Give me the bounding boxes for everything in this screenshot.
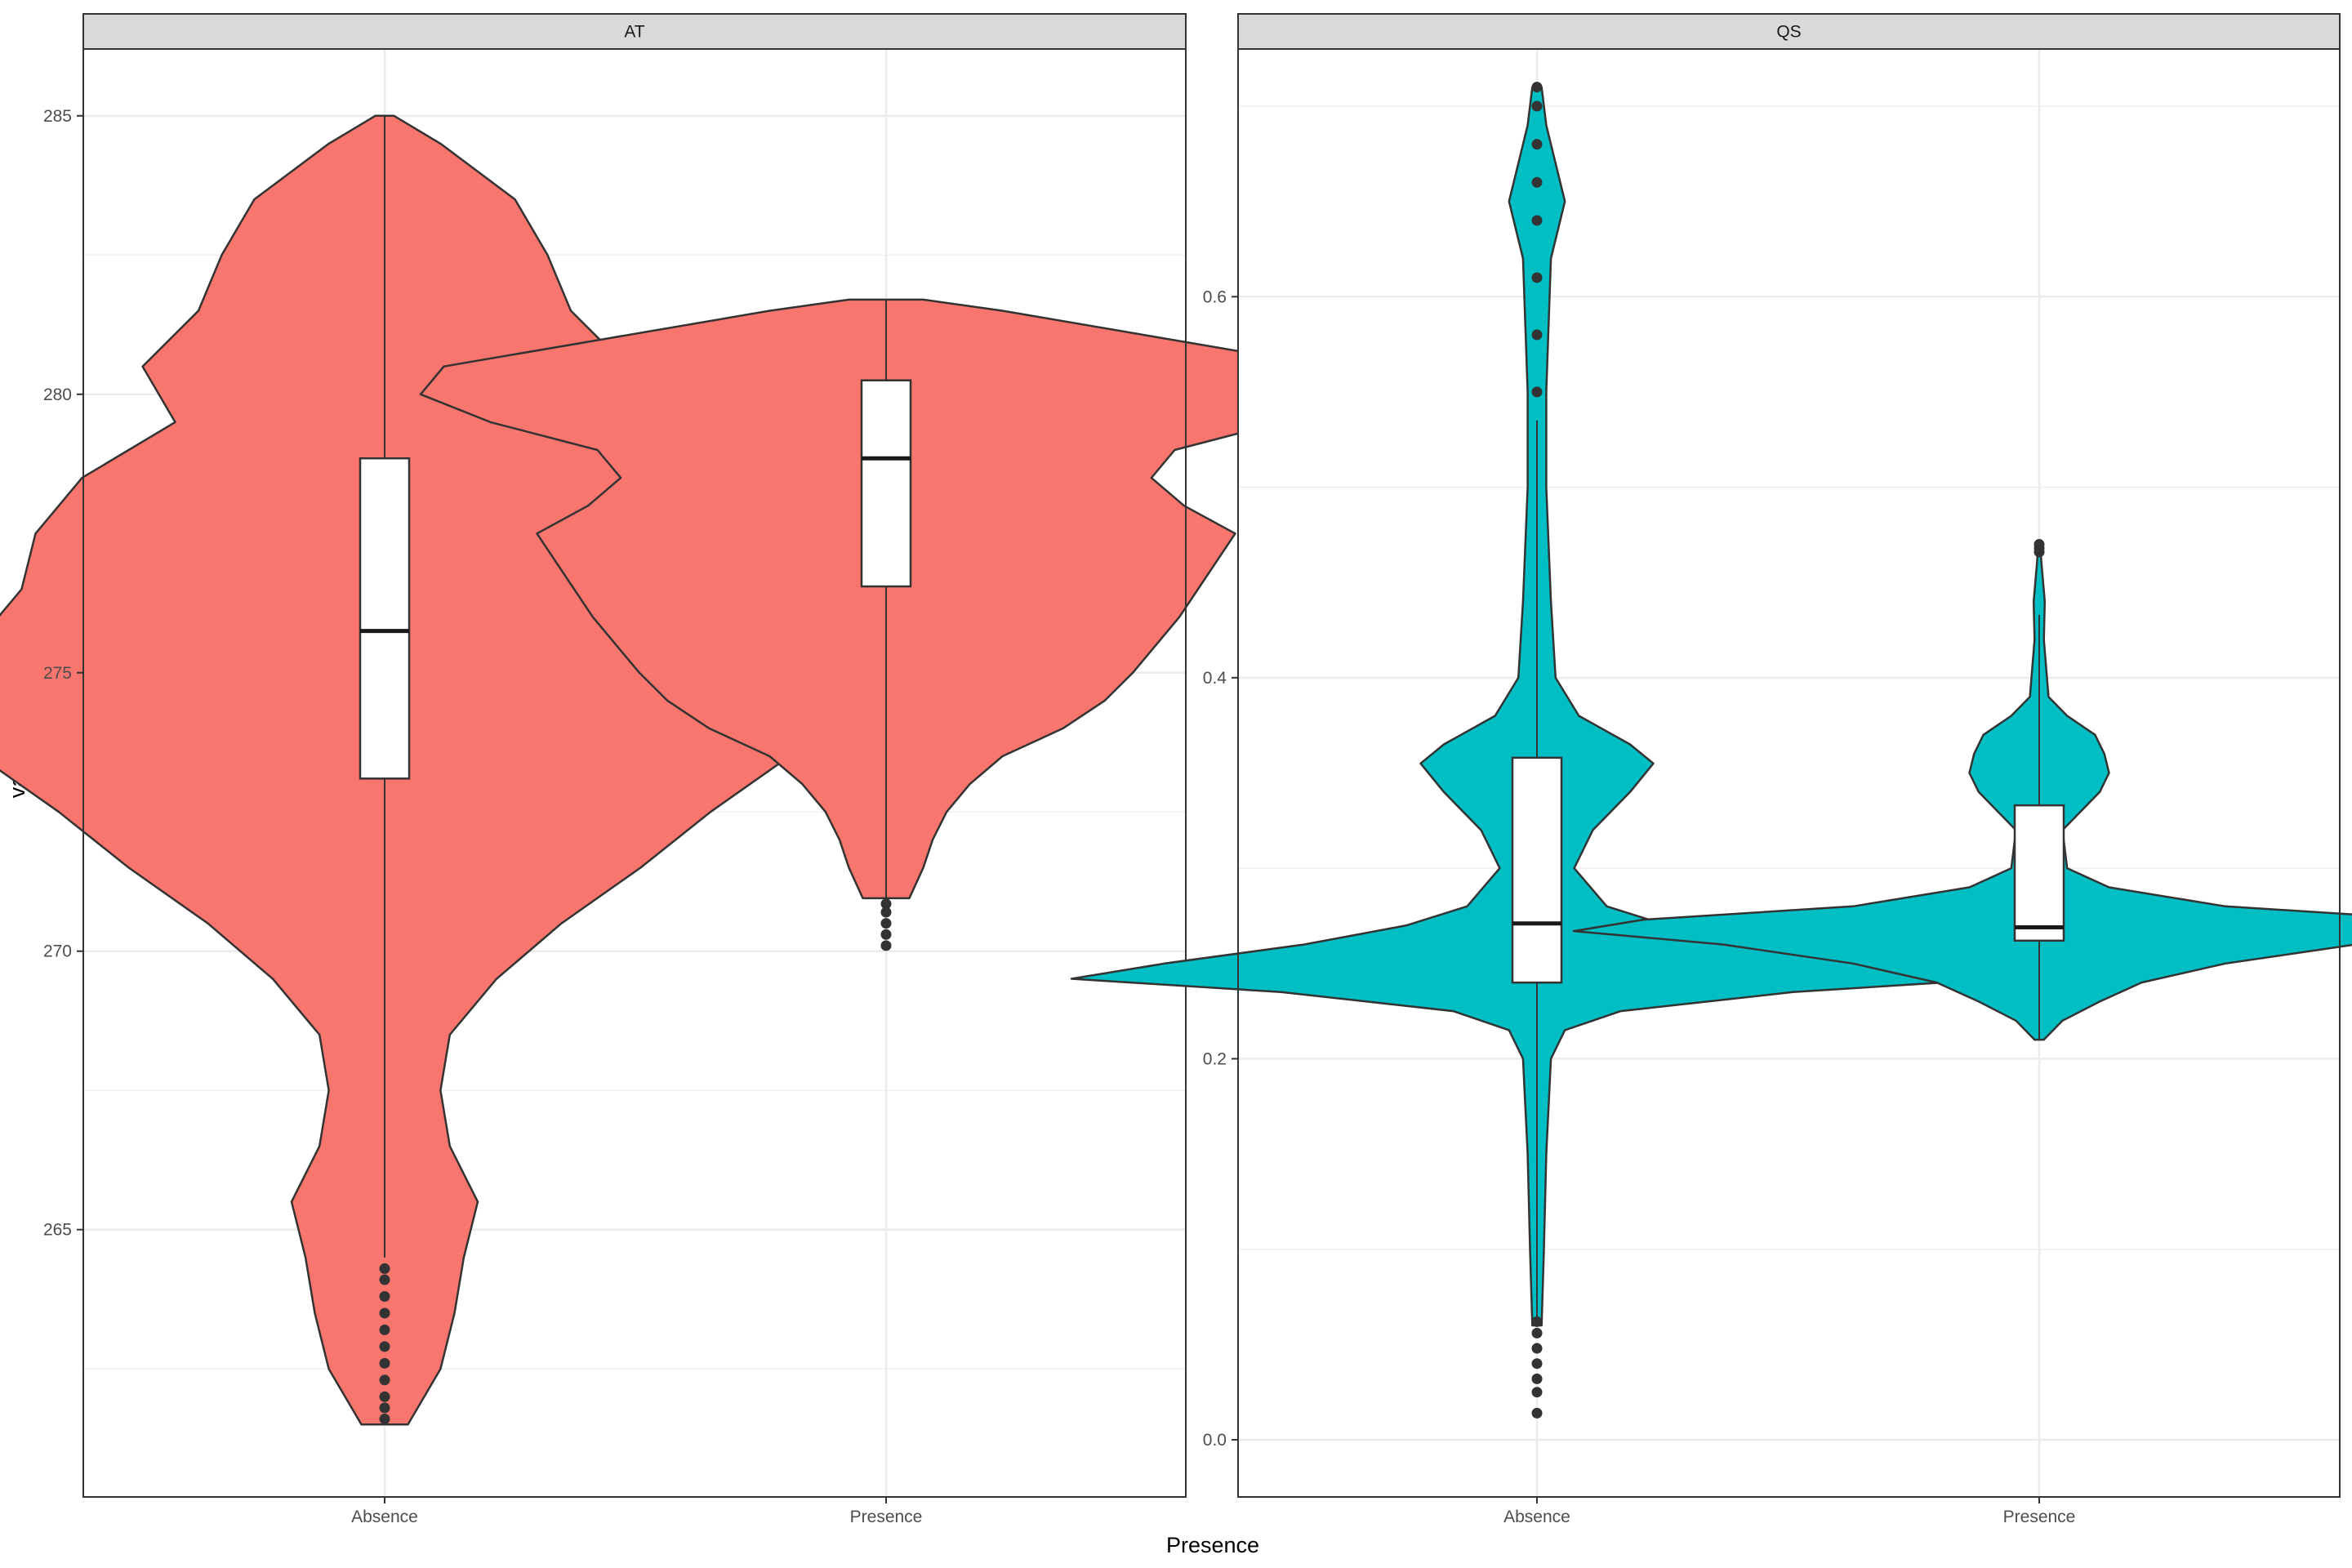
y-tick-label: 265 bbox=[43, 1221, 72, 1240]
x-tick-label: Absence bbox=[351, 1508, 418, 1526]
outlier-point bbox=[880, 929, 892, 940]
y-tick-label: 285 bbox=[43, 107, 72, 126]
box bbox=[1511, 756, 1563, 984]
outlier-point bbox=[1531, 1387, 1543, 1398]
outlier-point bbox=[880, 898, 892, 910]
outlier-point bbox=[1531, 1327, 1543, 1339]
violin-qs-presence bbox=[1572, 539, 2352, 1041]
outlier-point bbox=[1531, 215, 1543, 226]
outlier-point bbox=[1531, 272, 1543, 283]
outlier-point bbox=[379, 1274, 390, 1285]
outlier-point bbox=[1531, 1407, 1543, 1419]
box bbox=[2013, 804, 2065, 942]
x-tick-label: Presence bbox=[850, 1508, 923, 1526]
outlier-point bbox=[1531, 1373, 1543, 1384]
panel-at: AT 265 270 275 280 285 Absence Presence bbox=[0, 13, 1353, 1526]
panel-qs: QS 0.0 0.2 0.4 0.6 Absence Presence bbox=[1070, 13, 2352, 1526]
outlier-point bbox=[379, 1291, 390, 1303]
outlier-point bbox=[1531, 386, 1543, 398]
outlier-point bbox=[379, 1414, 390, 1425]
facet-strip-label: AT bbox=[624, 23, 644, 42]
facet-strip bbox=[1237, 13, 2341, 50]
outlier-point bbox=[379, 1341, 390, 1352]
x-tick-label: Absence bbox=[1503, 1508, 1570, 1526]
violin-qs-absence bbox=[1070, 82, 2004, 1419]
y-tick-label: 275 bbox=[43, 664, 72, 683]
outlier-point bbox=[379, 1307, 390, 1319]
outlier-point bbox=[2034, 539, 2045, 550]
y-tick-label: 0.6 bbox=[1203, 287, 1227, 306]
box bbox=[359, 457, 411, 780]
box bbox=[860, 379, 912, 588]
outlier-point bbox=[1531, 1343, 1543, 1354]
outlier-point bbox=[379, 1357, 390, 1369]
outlier-point bbox=[1531, 100, 1543, 112]
outlier-point bbox=[880, 906, 892, 918]
x-axis-title: Presence bbox=[1166, 1533, 1259, 1557]
outlier-point bbox=[1531, 1358, 1543, 1370]
y-tick-label: 280 bbox=[43, 385, 72, 404]
outlier-point bbox=[1531, 139, 1543, 150]
x-tick-label: Presence bbox=[2003, 1508, 2076, 1526]
y-tick-label: 270 bbox=[43, 942, 72, 961]
y-tick-label: 0.4 bbox=[1203, 669, 1227, 688]
outlier-point bbox=[1531, 176, 1543, 188]
outlier-point bbox=[1531, 1316, 1543, 1327]
facet-strip-label: QS bbox=[1776, 23, 1801, 42]
outlier-point bbox=[880, 940, 892, 951]
outlier-point bbox=[379, 1402, 390, 1414]
violin-at-presence bbox=[419, 298, 1353, 951]
outlier-point bbox=[1531, 329, 1543, 341]
panel-background bbox=[1238, 49, 2340, 1497]
facet-strip bbox=[82, 13, 1187, 50]
outlier-point bbox=[379, 1324, 390, 1335]
outlier-point bbox=[379, 1391, 390, 1402]
y-tick-label: 0.2 bbox=[1203, 1049, 1227, 1068]
outlier-point bbox=[880, 918, 892, 929]
outlier-point bbox=[1531, 82, 1543, 93]
outlier-point bbox=[379, 1263, 390, 1274]
y-tick-label: 0.0 bbox=[1203, 1431, 1227, 1450]
outlier-point bbox=[379, 1374, 390, 1386]
